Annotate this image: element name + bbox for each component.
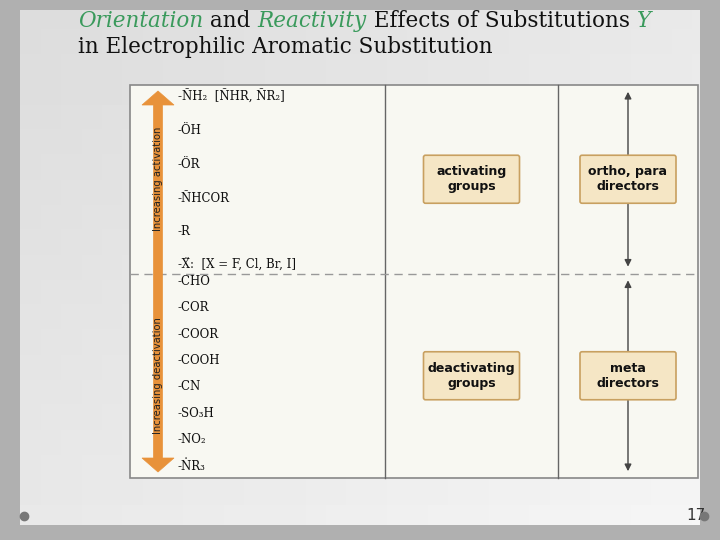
- Text: Orientation: Orientation: [78, 10, 203, 32]
- Text: in Electrophilic Aromatic Substitution: in Electrophilic Aromatic Substitution: [78, 36, 492, 58]
- Text: -R: -R: [178, 225, 191, 238]
- Polygon shape: [142, 91, 174, 472]
- Text: -COOR: -COOR: [178, 328, 219, 341]
- Text: -Ẍ:  [X = F, Cl, Br, I]: -Ẍ: [X = F, Cl, Br, I]: [178, 259, 296, 272]
- Text: -ÖR: -ÖR: [178, 158, 200, 171]
- Text: meta
directors: meta directors: [597, 362, 660, 390]
- Text: Reactivity: Reactivity: [258, 10, 366, 32]
- Text: Y: Y: [636, 10, 651, 32]
- Text: -ÑH₂  [ÑHR, ÑR₂]: -ÑH₂ [ÑHR, ÑR₂]: [178, 90, 284, 104]
- Text: 17: 17: [687, 509, 706, 523]
- Text: -ÖH: -ÖH: [178, 124, 202, 137]
- FancyBboxPatch shape: [423, 156, 520, 203]
- Text: -SO₃H: -SO₃H: [178, 407, 215, 420]
- Bar: [130, 85, 698, 478]
- Text: Effects of Substitutions: Effects of Substitutions: [366, 10, 636, 32]
- Text: and: and: [203, 10, 258, 32]
- Text: ortho, para
directors: ortho, para directors: [588, 165, 667, 193]
- Text: -CHO: -CHO: [178, 275, 211, 288]
- Text: -COOH: -COOH: [178, 354, 220, 367]
- Text: activating
groups: activating groups: [436, 165, 507, 193]
- Text: -NO₂: -NO₂: [178, 433, 207, 446]
- Text: Increasing deactivation: Increasing deactivation: [153, 318, 163, 434]
- Text: -COR: -COR: [178, 301, 210, 314]
- Text: -CN: -CN: [178, 380, 202, 394]
- Text: -ÑHCOR: -ÑHCOR: [178, 192, 230, 205]
- Text: Increasing activation: Increasing activation: [153, 127, 163, 232]
- FancyBboxPatch shape: [423, 352, 520, 400]
- Text: -ṄR₃: -ṄR₃: [178, 460, 206, 472]
- FancyBboxPatch shape: [580, 156, 676, 203]
- Text: deactivating
groups: deactivating groups: [428, 362, 516, 390]
- FancyBboxPatch shape: [580, 352, 676, 400]
